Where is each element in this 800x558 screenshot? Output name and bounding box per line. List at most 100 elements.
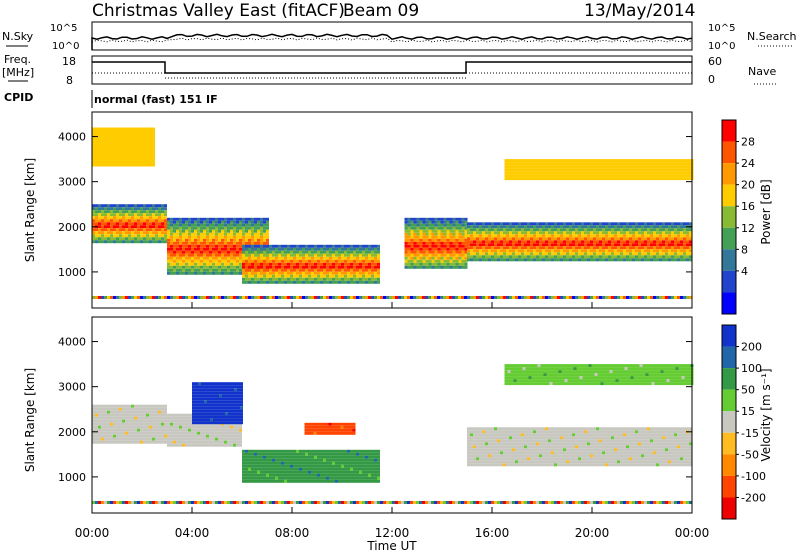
power-cell — [236, 241, 239, 245]
power-cell — [650, 237, 653, 241]
power-cell — [425, 244, 429, 248]
power-cell — [320, 247, 323, 251]
power-cell — [293, 274, 296, 278]
power-cell — [579, 168, 583, 172]
power-cell — [320, 265, 323, 269]
power-cell — [615, 171, 619, 175]
velocity-cell — [110, 431, 113, 435]
power-cell — [656, 252, 659, 256]
power-cell — [101, 154, 104, 158]
velocity-cell — [161, 428, 164, 432]
power-cell — [101, 130, 104, 134]
power-cell — [257, 256, 260, 260]
power-cell — [149, 207, 152, 211]
power-cell — [287, 244, 290, 248]
velocity-cell — [219, 385, 222, 389]
power-cell — [146, 216, 149, 220]
power-cell — [242, 235, 245, 239]
power-cell — [257, 244, 260, 248]
noise-sky-line — [91, 33, 693, 50]
power-cell — [278, 253, 281, 257]
power-cell — [149, 234, 152, 238]
power-cell — [215, 262, 218, 266]
power-cell — [152, 231, 155, 235]
velocity-cell — [272, 476, 275, 480]
velocity-cell — [311, 449, 314, 453]
velocity-cell — [317, 470, 320, 474]
power-cell — [362, 253, 365, 257]
power-cell — [110, 225, 113, 229]
power-cell — [179, 229, 182, 233]
power-cell — [428, 253, 432, 257]
power-cell — [293, 277, 296, 281]
power-cell — [660, 171, 664, 175]
power-cell — [170, 250, 173, 254]
power-cell — [242, 295, 245, 299]
power-cell — [648, 162, 652, 166]
power-cell — [558, 171, 562, 175]
power-cell — [647, 258, 650, 262]
power-cell — [548, 249, 551, 253]
velocity-cell — [95, 404, 98, 408]
velocity-cell — [143, 419, 146, 423]
velocity-cell — [234, 394, 237, 398]
power-cell — [152, 222, 155, 226]
velocity-cell — [128, 428, 131, 432]
power-cell — [236, 217, 239, 221]
power-cell — [467, 240, 470, 244]
power-cell — [530, 228, 533, 232]
power-cell — [602, 240, 605, 244]
velocity-cell — [110, 434, 113, 438]
power-cell — [545, 258, 548, 262]
power-cell — [314, 265, 317, 269]
power-cell — [606, 174, 610, 178]
power-cell — [683, 240, 686, 244]
power-cell — [209, 220, 212, 224]
power-cell — [92, 219, 95, 223]
power-cell — [233, 244, 236, 248]
power-cell — [443, 232, 447, 236]
velocity-cell — [290, 455, 293, 459]
power-cell — [461, 220, 465, 224]
power-cell — [290, 295, 293, 299]
power-cell — [248, 253, 251, 257]
power-cell — [446, 223, 450, 227]
power-cell — [107, 234, 110, 238]
power-cell — [353, 280, 356, 284]
power-cell — [443, 265, 447, 269]
power-cell — [446, 247, 450, 251]
power-cell — [254, 262, 257, 266]
power-cell — [452, 253, 456, 257]
power-cell — [167, 295, 170, 299]
power-cell — [611, 231, 614, 235]
velocity-cell — [188, 428, 191, 432]
power-cell — [137, 207, 140, 211]
velocity-cell — [219, 388, 222, 392]
velocity-cell — [206, 428, 209, 432]
power-cell — [527, 234, 530, 238]
power-cell — [644, 228, 647, 232]
power-cell — [137, 130, 140, 134]
power-cell — [431, 295, 434, 299]
power-cell — [581, 222, 584, 226]
power-cell — [527, 231, 530, 235]
power-cell — [356, 244, 359, 248]
power-cell — [137, 295, 140, 299]
power-cell — [197, 268, 200, 272]
power-cell — [419, 220, 423, 224]
velocity-cell — [92, 440, 95, 444]
power-cell — [518, 249, 521, 253]
power-cell — [212, 223, 215, 227]
power-cell — [353, 253, 356, 257]
power-cell — [593, 225, 596, 229]
power-cell — [119, 295, 122, 299]
power-cell — [440, 220, 444, 224]
power-cell — [449, 247, 453, 251]
velocity-cell — [155, 425, 158, 429]
velocity-cell — [110, 422, 113, 426]
power-cell — [449, 265, 453, 269]
velocity-cell — [125, 440, 128, 444]
velocity-cell — [110, 437, 113, 441]
power-cell — [149, 213, 152, 217]
velocity-cell — [260, 473, 263, 477]
